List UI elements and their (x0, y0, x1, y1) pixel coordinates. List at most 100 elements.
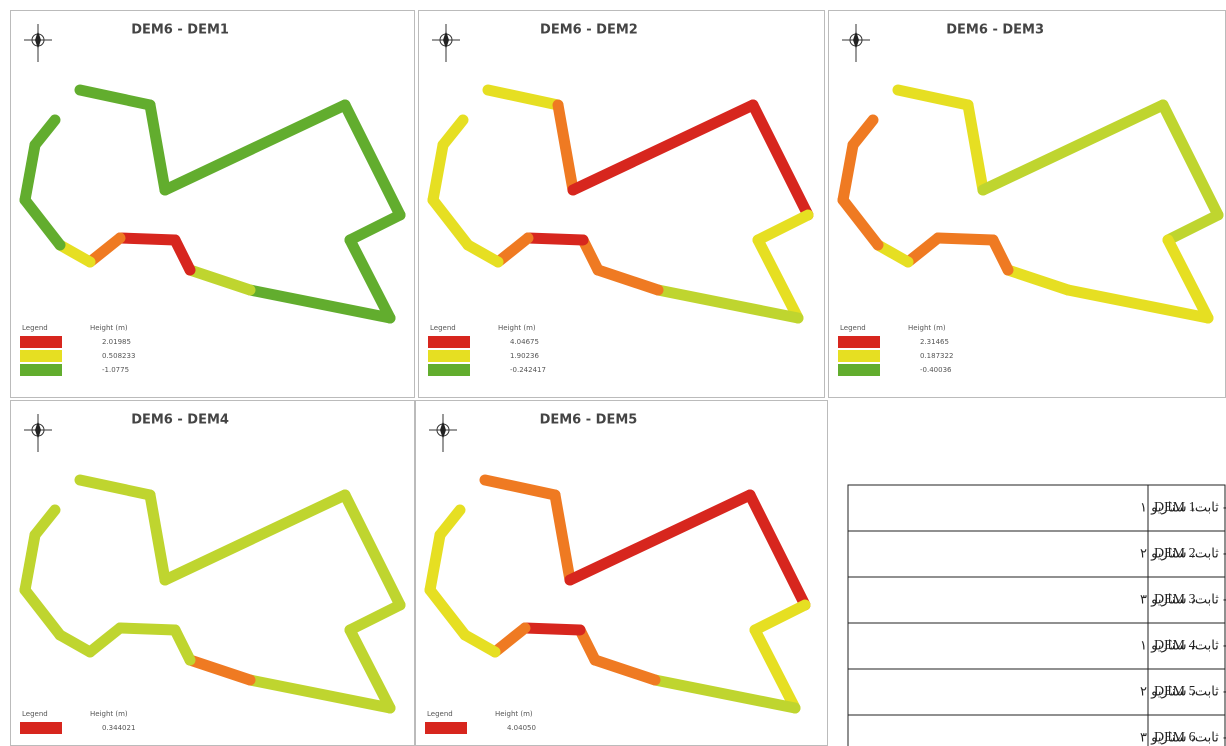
route-segment (19, 529, 41, 596)
route-segment (244, 284, 396, 324)
legend-value: -1.0775 (102, 366, 129, 374)
route-segment (54, 629, 96, 658)
route-segment (747, 99, 814, 221)
route-segment (427, 194, 474, 251)
route-segment (169, 624, 196, 666)
legend-value: 4.04675 (510, 338, 539, 346)
route-segment (837, 194, 884, 251)
legend-value: 4.04050 (507, 724, 536, 732)
compass-star (35, 421, 41, 439)
panel-frame (415, 400, 828, 746)
panel-frame (418, 10, 825, 398)
route-segment (522, 232, 589, 246)
legend-height-label: Height (m) (908, 324, 946, 332)
north-arrow (429, 414, 457, 452)
route-segment (84, 622, 126, 658)
legend-height-label: Height (m) (90, 324, 128, 332)
table-row (847, 576, 1226, 624)
panel-frame (10, 400, 415, 746)
route-segment (837, 139, 859, 206)
north-arrow (842, 24, 870, 62)
route-segment (169, 234, 196, 276)
route-segment (339, 489, 406, 611)
panel-title: DEM6 - DEM2 (540, 23, 638, 38)
route-segment (184, 654, 256, 686)
map-panel: DEM6 - DEM1 Legend Height (m) 2.01985 0.5082… (10, 10, 415, 398)
legend-title: Legend (22, 324, 48, 332)
route-segment (872, 239, 914, 268)
legend-swatch (20, 722, 62, 734)
legend-value: 0.344021 (102, 724, 135, 732)
table-code: DEM 4 (1154, 638, 1196, 653)
legend-title: Legend (840, 324, 866, 332)
legend-swatch (428, 336, 470, 348)
route-segment (74, 474, 156, 501)
compass-star (35, 31, 41, 49)
table-row (847, 484, 1226, 532)
route-segment (752, 234, 804, 324)
map-panel: DEM6 - DEM5 Legend Height (m) 4.04050 (415, 400, 828, 746)
table-description: مقیاس - ثابت، سناریو ۲ (1140, 685, 1226, 700)
table-description: ارتفاع - ثابت، سناریو ۲ (1140, 547, 1226, 562)
legend-height-label: Height (m) (498, 324, 536, 332)
legend-swatch (20, 336, 62, 348)
panel-title: DEM6 - DEM1 (131, 23, 229, 38)
route-segment (114, 232, 181, 246)
legend-height-label: Height (m) (90, 710, 128, 718)
panel-title: DEM6 - DEM3 (946, 23, 1044, 38)
legend-value: -0.40036 (920, 366, 952, 374)
route-segment (74, 84, 156, 111)
panel-frame (828, 10, 1226, 398)
legend-title: Legend (430, 324, 456, 332)
route-segment (962, 99, 989, 196)
table-code: DEM 6 (1154, 730, 1196, 745)
route-segment (54, 239, 96, 268)
route-segment (932, 232, 999, 246)
route-segment (244, 674, 396, 714)
legend-value: 1.90236 (510, 352, 539, 360)
route-segment (892, 84, 974, 111)
route-segment (29, 114, 61, 151)
legend-swatch (838, 336, 880, 348)
table-row (847, 530, 1226, 578)
route-segment (649, 674, 801, 714)
legend-value: 2.01985 (102, 338, 131, 346)
route-segment (344, 599, 406, 636)
route-segment (1162, 234, 1214, 324)
route-segment (552, 99, 579, 196)
route-segment (749, 599, 811, 636)
route-segment (459, 629, 501, 658)
route-segment (589, 654, 661, 686)
legend-swatch (428, 364, 470, 376)
north-arrow (24, 414, 52, 452)
table-description: ارتفاع - ثابت، سناریو ۱ (1140, 501, 1226, 516)
panel-title: DEM6 - DEM4 (131, 413, 229, 428)
route-segment (29, 504, 61, 541)
route-segment (1062, 284, 1214, 324)
route-segment (434, 504, 466, 541)
legend-height-label: Height (m) (495, 710, 533, 718)
route-segment (437, 114, 469, 151)
legend-swatch (20, 350, 62, 362)
route-segment (84, 232, 126, 268)
north-arrow (432, 24, 460, 62)
north-arrow (24, 24, 52, 62)
legend-value: 0.187322 (920, 352, 953, 360)
route-segment (19, 584, 66, 641)
legend-swatch (428, 350, 470, 362)
route-segment (592, 264, 664, 296)
route-segment (344, 234, 396, 324)
compass-star (443, 31, 449, 49)
route-segment (1157, 99, 1224, 221)
route-segment (427, 139, 449, 206)
table-description: ارتفاع - ثابت، سناریو ۳ (1140, 593, 1226, 608)
route-segment (564, 489, 756, 586)
route-segment (19, 139, 41, 206)
route-segment (144, 99, 171, 196)
route-segment (462, 239, 504, 268)
panel-frame (10, 10, 415, 398)
table-code: DEM 3 (1154, 592, 1196, 607)
legend-value: 2.31465 (920, 338, 949, 346)
legend-value: -0.242417 (510, 366, 546, 374)
